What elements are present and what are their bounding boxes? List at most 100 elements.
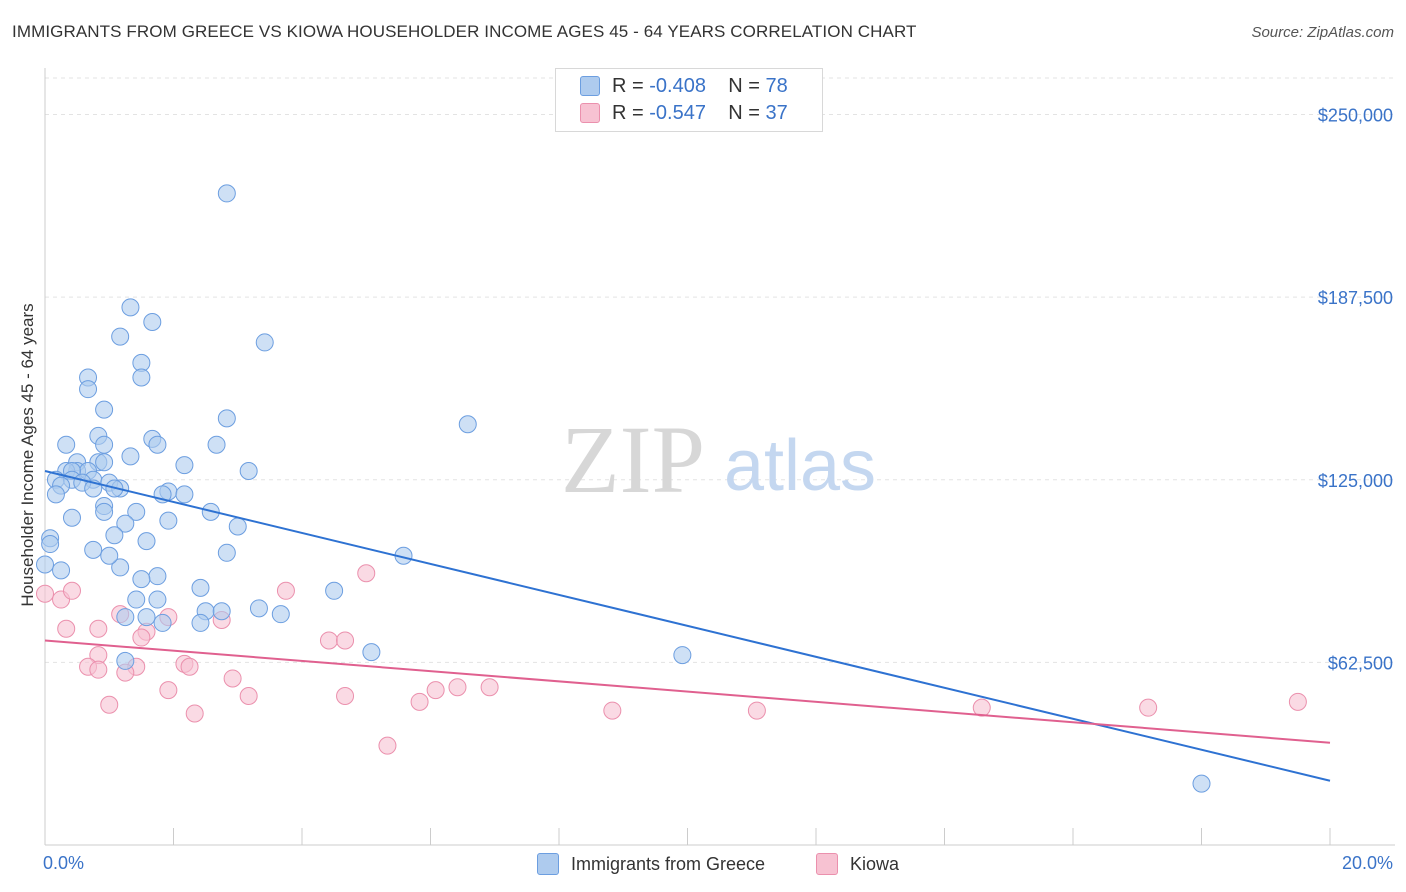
greece-point-17	[207, 435, 226, 454]
greece-point-54	[217, 543, 236, 562]
kiowa-n-value: 37	[765, 101, 788, 124]
greece-point-3	[111, 327, 130, 346]
greece-r-value: -0.408	[649, 74, 706, 97]
legend-row-greece: R = -0.408 N = 78	[580, 73, 788, 99]
source-label: Source: ZipAtlas.com	[1251, 24, 1394, 41]
greece-point-66	[271, 605, 290, 624]
greece-point-15	[95, 435, 114, 454]
bottom-kiowa-label: Kiowa	[850, 853, 900, 874]
greece-point-8	[79, 380, 98, 399]
y-tick-label-3: $250,000	[1318, 106, 1393, 126]
kiowa-point-12	[319, 631, 338, 650]
greece-point-42	[127, 502, 146, 521]
greece-trend-line	[44, 470, 1331, 782]
greece-point-69	[212, 602, 231, 621]
greece-swatch	[580, 76, 600, 96]
greece-point-14	[57, 435, 76, 454]
greece-point-9	[95, 400, 114, 419]
bottom-kiowa-swatch	[816, 853, 838, 875]
kiowa-point-34	[1288, 692, 1307, 711]
greece-point-1	[121, 298, 140, 317]
bottom-greece-swatch	[537, 853, 559, 875]
gridlines	[45, 77, 1395, 663]
kiowa-n-label: N =	[728, 101, 760, 124]
greece-point-58	[111, 558, 130, 577]
greece-point-16	[148, 435, 167, 454]
kiowa-point-26	[239, 686, 258, 705]
kiowa-point-22	[159, 681, 178, 700]
kiowa-point-28	[410, 692, 429, 711]
greece-point-60	[191, 578, 210, 597]
greece-point-77	[100, 546, 119, 565]
greece-point-10	[217, 409, 236, 428]
greece-point-75	[1192, 774, 1211, 793]
chart-title: IMMIGRANTS FROM GREECE VS KIOWA HOUSEHOL…	[12, 22, 917, 41]
greece-point-76	[132, 570, 151, 589]
x-tick-label-0: 0.0%	[43, 853, 84, 873]
greece-point-57	[52, 561, 71, 580]
bottom-greece-label: Immigrants from Greece	[571, 853, 766, 874]
greece-point-37	[46, 485, 65, 504]
greece-point-21	[95, 453, 114, 472]
greece-point-53	[84, 540, 103, 559]
greece-point-64	[249, 599, 268, 618]
kiowa-point-29	[100, 695, 119, 714]
greece-point-0	[217, 184, 236, 203]
bottom-legend-greece: Immigrants from Greece	[537, 852, 765, 876]
greece-point-63	[148, 590, 167, 609]
kiowa-point-21	[223, 669, 242, 688]
watermark-atlas: atlas	[724, 426, 876, 506]
kiowa-point-3	[357, 564, 376, 583]
greece-point-22	[175, 456, 194, 475]
kiowa-point-31	[747, 701, 766, 720]
greece-point-2	[143, 312, 162, 331]
greece-r-label: R =	[612, 74, 644, 97]
greece-point-51	[41, 535, 60, 554]
kiowa-point-0	[36, 584, 54, 603]
greece-point-67	[116, 608, 135, 627]
kiowa-point-13	[336, 631, 355, 650]
kiowa-point-24	[480, 678, 499, 697]
x-tick-label-1: 20.0%	[1342, 853, 1393, 873]
axes	[44, 68, 1395, 846]
greece-point-48	[228, 517, 247, 536]
greece-point-47	[116, 514, 135, 533]
greece-point-52	[137, 532, 156, 551]
kiowa-point-8	[57, 619, 76, 638]
greece-point-74	[116, 651, 135, 670]
kiowa-r-value: -0.547	[649, 101, 706, 124]
kiowa-point-11	[132, 628, 151, 647]
y-tick-label-2: $187,500	[1318, 288, 1393, 308]
greece-point-70	[191, 613, 210, 632]
kiowa-swatch	[580, 103, 600, 123]
kiowa-point-23	[448, 678, 467, 697]
kiowa-trend-line	[44, 639, 1331, 744]
greece-n-value: 78	[765, 74, 788, 97]
correlation-legend: R = -0.408 N = 78 R = -0.547 N = 37	[555, 68, 823, 132]
kiowa-point-4	[276, 581, 295, 600]
greece-point-7	[132, 368, 151, 387]
greece-point-59	[148, 567, 167, 586]
kiowa-point-35	[185, 704, 204, 723]
y-axis-label: Householder Income Ages 45 - 64 years	[18, 303, 37, 606]
kiowa-r-label: R =	[612, 101, 644, 124]
greece-point-4	[255, 333, 274, 352]
greece-point-45	[62, 508, 81, 527]
kiowa-point-9	[89, 619, 108, 638]
greece-point-46	[159, 511, 178, 530]
greece-point-73	[673, 646, 692, 665]
greece-point-56	[36, 555, 54, 574]
bottom-legend-kiowa: Kiowa	[816, 852, 899, 876]
y-tick-label-0: $62,500	[1328, 653, 1393, 673]
greece-point-11	[458, 415, 477, 434]
greece-point-27	[239, 461, 258, 480]
legend-row-kiowa: R = -0.547 N = 37	[580, 100, 788, 126]
y-tick-label-1: $125,000	[1318, 471, 1393, 491]
kiowa-point-30	[603, 701, 622, 720]
kiowa-point-19	[89, 660, 108, 679]
greece-point-62	[127, 590, 146, 609]
greece-n-label: N =	[728, 74, 760, 97]
kiowa-point-18	[180, 657, 199, 676]
watermark-zip: ZIP	[561, 406, 705, 513]
